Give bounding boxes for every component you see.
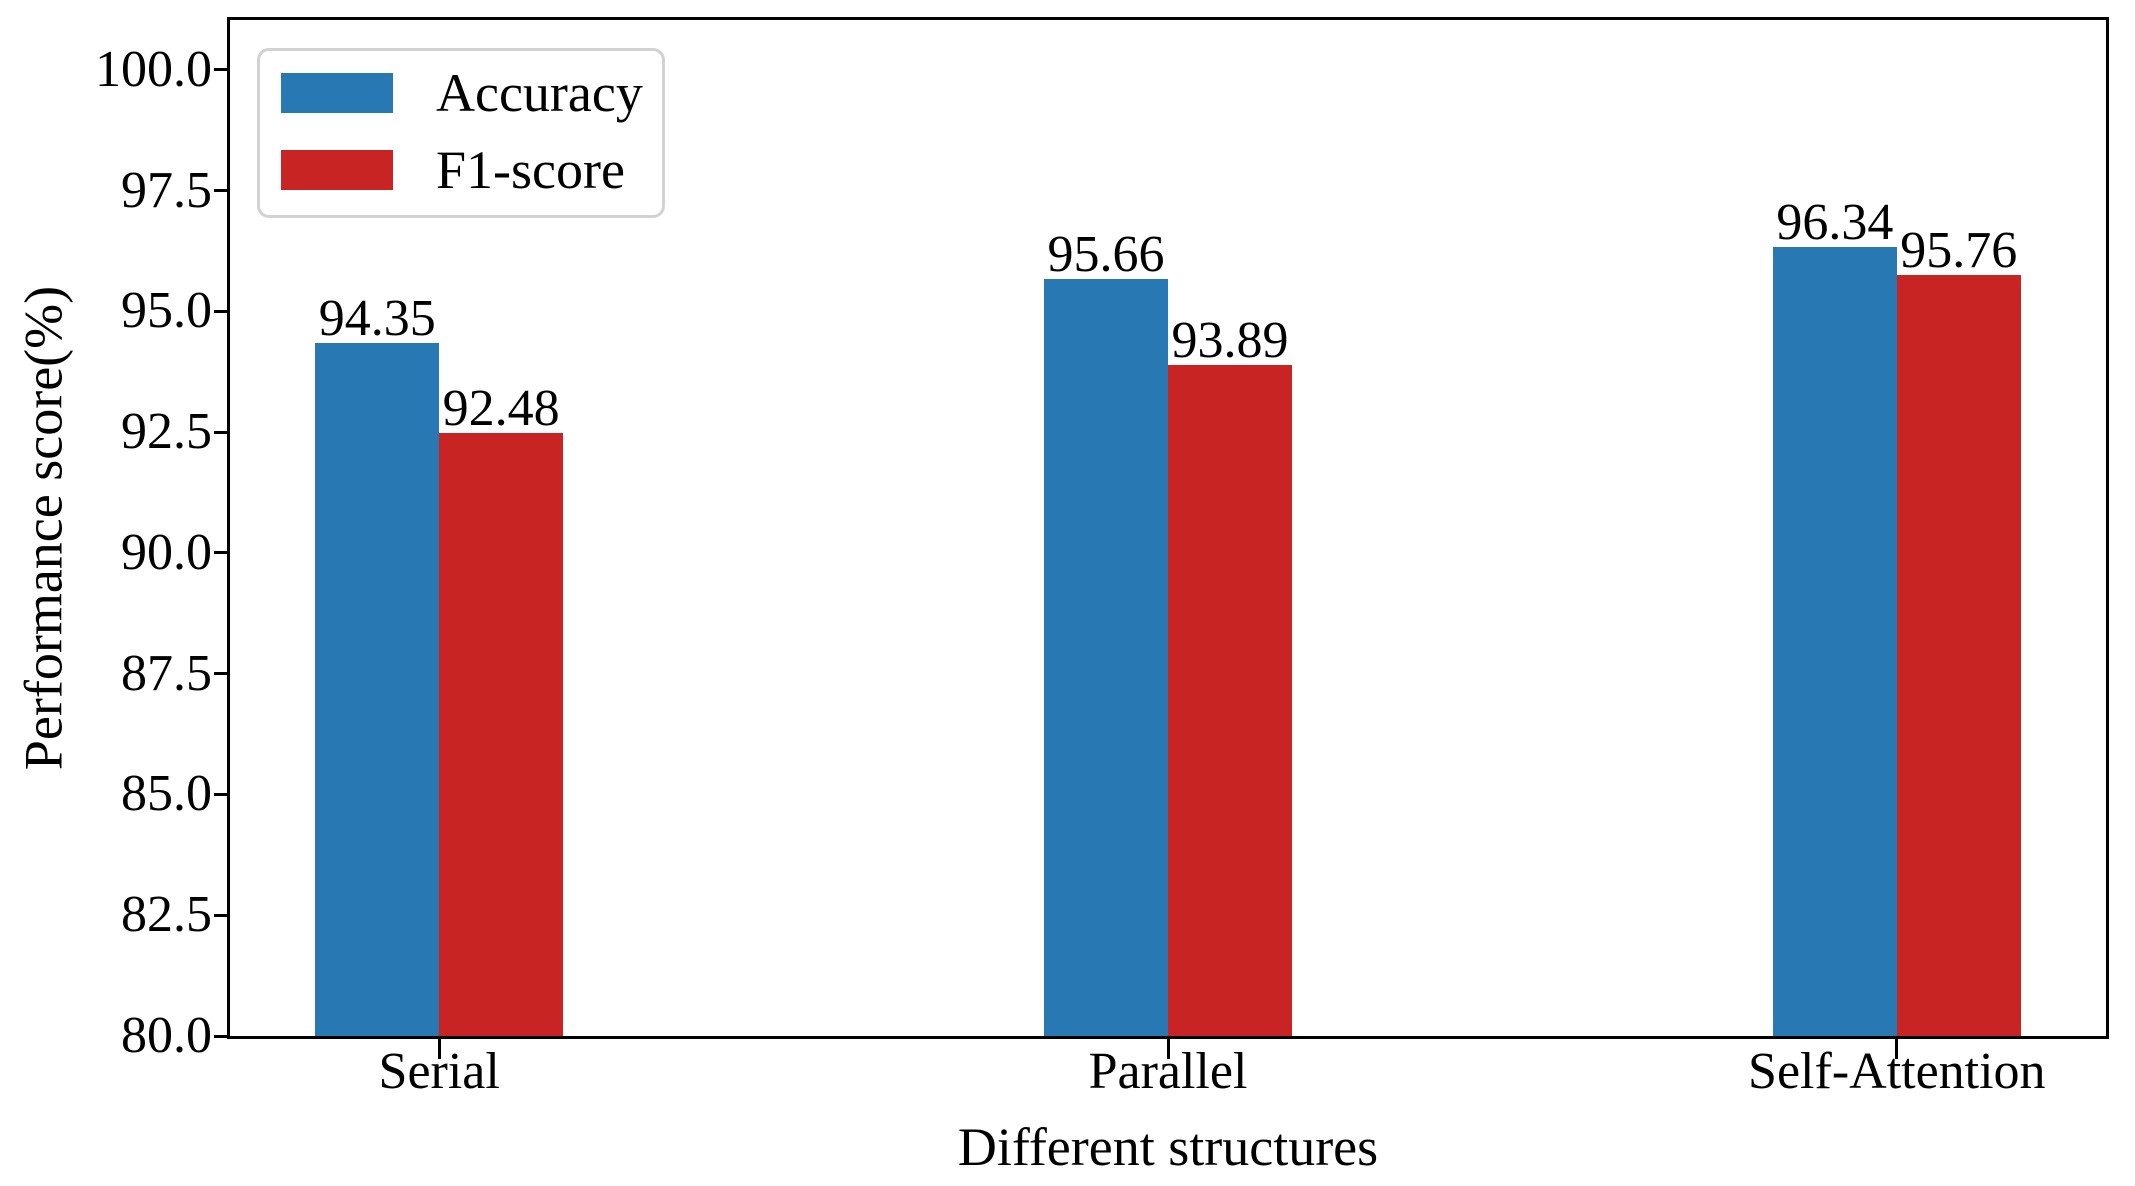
y-tick-label-95-0: 95.0 bbox=[121, 282, 212, 340]
y-tick bbox=[214, 913, 228, 917]
y-tick bbox=[214, 189, 228, 193]
x-axis-label: Different structures bbox=[957, 1117, 1379, 1177]
value-label-f1-score-parallel: 93.89 bbox=[1171, 311, 1289, 369]
value-label-f1-score-serial: 92.48 bbox=[442, 380, 560, 438]
y-tick-label-100-0: 100.0 bbox=[95, 40, 212, 98]
f1-score-legend-label: F1-score bbox=[436, 140, 625, 200]
value-label-accuracy-parallel: 95.66 bbox=[1047, 226, 1165, 284]
bar-accuracy-parallel bbox=[1044, 279, 1168, 1036]
y-tick bbox=[214, 672, 228, 676]
y-tick bbox=[214, 792, 228, 796]
f1-score-color-swatch bbox=[281, 150, 393, 190]
y-tick bbox=[214, 430, 228, 434]
x-tick bbox=[1895, 1039, 1899, 1059]
legend: Accuracy F1-score bbox=[257, 48, 665, 218]
legend-item-accuracy: Accuracy bbox=[281, 66, 662, 120]
x-tick bbox=[437, 1039, 441, 1059]
y-tick-label-85-0: 85.0 bbox=[121, 765, 212, 823]
y-tick-label-82-5: 82.5 bbox=[121, 886, 212, 944]
accuracy-legend-label: Accuracy bbox=[436, 63, 643, 123]
value-label-accuracy-serial: 94.35 bbox=[318, 289, 436, 347]
x-tick-label-serial: Serial bbox=[378, 1043, 500, 1100]
y-tick bbox=[214, 68, 228, 72]
y-tick-label-80-0: 80.0 bbox=[121, 1007, 212, 1064]
accuracy-color-swatch bbox=[281, 73, 393, 113]
value-label-accuracy-self-attention: 96.34 bbox=[1776, 193, 1894, 251]
y-tick-label-87-5: 87.5 bbox=[121, 644, 212, 702]
bar-accuracy-self-attention bbox=[1772, 246, 1897, 1036]
bar-f1-score-parallel bbox=[1168, 364, 1292, 1036]
bar-f1-score-self-attention bbox=[1896, 274, 2021, 1036]
plot-area bbox=[227, 17, 2109, 1039]
x-tick-label-self-attention: Self-Attention bbox=[1748, 1043, 2046, 1100]
y-tick-label-90-0: 90.0 bbox=[121, 523, 212, 581]
y-tick bbox=[214, 551, 228, 555]
y-tick bbox=[214, 1034, 228, 1038]
legend-item-f1-score: F1-score bbox=[281, 143, 662, 197]
x-tick bbox=[1166, 1039, 1170, 1059]
y-axis-label: Performance score(%) bbox=[13, 285, 74, 771]
y-tick-label-97-5: 97.5 bbox=[121, 161, 212, 219]
x-tick-label-parallel: Parallel bbox=[1088, 1043, 1248, 1100]
y-tick-label-92-5: 92.5 bbox=[121, 403, 212, 461]
y-tick bbox=[214, 309, 228, 313]
value-label-f1-score-self-attention: 95.76 bbox=[1900, 221, 2018, 279]
bar-accuracy-serial bbox=[315, 342, 440, 1036]
bar-f1-score-serial bbox=[439, 433, 564, 1036]
